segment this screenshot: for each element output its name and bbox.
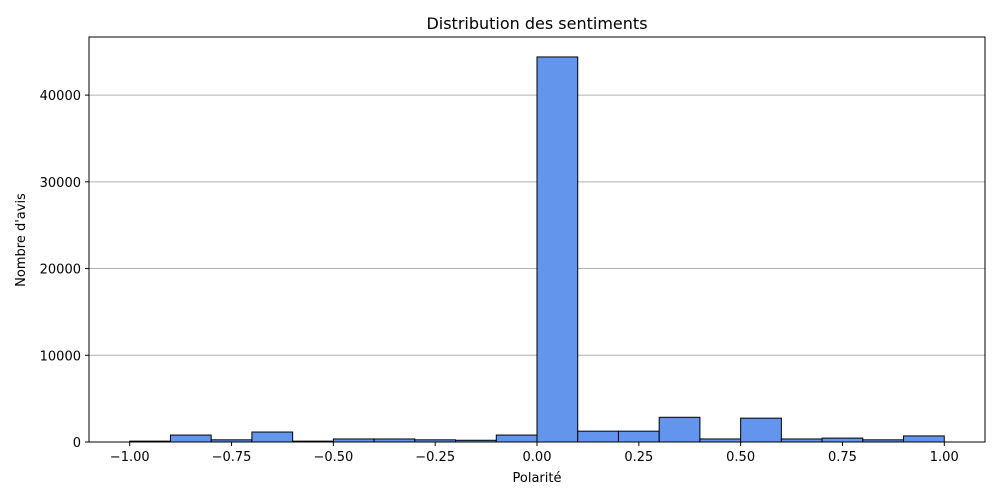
y-tick-label: 30000 [40, 176, 81, 191]
y-tick-label: 0 [73, 436, 81, 451]
chart-title: Distribution des sentiments [426, 14, 647, 33]
x-tick-label: 0.00 [523, 450, 552, 465]
x-tick-label: 1.00 [930, 450, 959, 465]
y-axis-label: Nombre d'avis [14, 193, 29, 287]
histogram-bar [903, 435, 945, 443]
bars [129, 56, 945, 443]
histogram-bar [495, 434, 538, 443]
x-tick-label: 0.75 [828, 450, 857, 465]
y-tick-label: 10000 [40, 349, 81, 364]
x-tick-label: −0.75 [212, 450, 252, 465]
x-tick-label: 0.25 [624, 450, 653, 465]
x-axis-ticks: −1.00 −0.75 −0.50 −0.25 0.00 0.25 0.50 0.75 1.00 [110, 442, 959, 465]
histogram-bar [821, 437, 864, 443]
x-axis-label: Polarité [513, 471, 562, 486]
histogram-bar [658, 416, 701, 443]
histogram-bar [740, 417, 782, 443]
x-tick-label: −0.25 [415, 450, 455, 465]
histogram-bar [251, 431, 294, 443]
y-tick-label: 20000 [40, 263, 81, 278]
y-tick-label: 40000 [40, 89, 81, 104]
x-tick-label: −0.50 [313, 450, 353, 465]
x-tick-label: −1.00 [110, 450, 150, 465]
histogram-bar [617, 430, 660, 443]
histogram-bar [169, 434, 212, 443]
histogram-bar [577, 430, 619, 443]
y-axis-ticks: 0 10000 20000 30000 40000 [40, 89, 89, 451]
histogram-bar [536, 56, 579, 443]
x-tick-label: 0.50 [726, 450, 755, 465]
